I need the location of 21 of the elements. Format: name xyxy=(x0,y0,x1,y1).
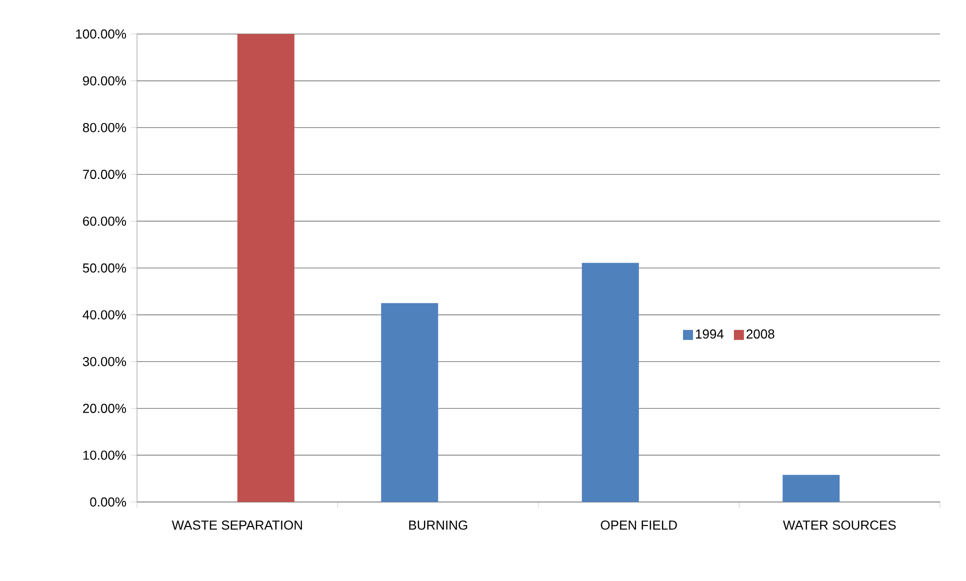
y-tick-label: 70.00% xyxy=(83,170,126,179)
y-tick-label: 20.00% xyxy=(83,404,126,413)
y-tick-label: 40.00% xyxy=(82,310,126,320)
bar xyxy=(582,262,639,502)
y-tick-label: 50.00% xyxy=(82,263,126,273)
y-tick-label: 0.00% xyxy=(90,497,126,507)
x-tick-label: WATER SOURCES xyxy=(782,520,896,530)
y-tick-label: 80.00% xyxy=(82,122,126,132)
y-tick-label: 30.00% xyxy=(82,356,126,366)
legend-label: 1994 xyxy=(696,329,724,339)
bar xyxy=(782,474,840,502)
y-tick-label: 10.00% xyxy=(83,450,126,460)
bar xyxy=(381,303,438,502)
bar xyxy=(237,34,294,502)
x-tick-label: WASTE SEPARATION xyxy=(172,520,302,530)
x-tick-label: BURNING xyxy=(409,520,468,530)
y-tick-label: 100.00% xyxy=(76,29,126,39)
legend-label: 2008 xyxy=(746,329,774,339)
y-tick-label: 60.00% xyxy=(83,216,126,226)
y-tick-label: 90.00% xyxy=(82,76,126,86)
x-tick-label: OPEN FIELD xyxy=(600,520,677,530)
